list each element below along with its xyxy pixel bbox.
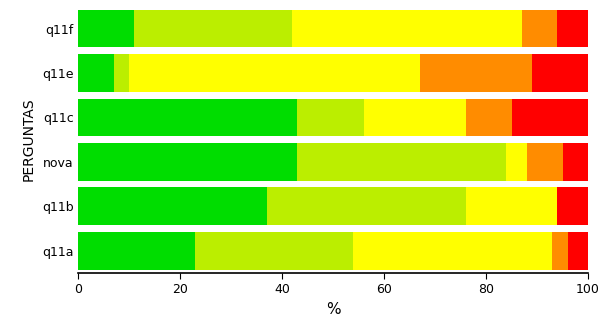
Bar [78,54,114,92]
Bar [114,54,129,92]
Bar [78,232,196,270]
Bar [78,99,298,136]
Bar [557,187,588,225]
Bar [134,10,292,48]
Bar [506,143,527,181]
Bar [78,10,134,48]
Bar [466,99,511,136]
Bar [466,187,557,225]
Bar [78,143,298,181]
Bar [292,10,522,48]
Bar [512,99,588,136]
Bar [267,187,466,225]
Bar [563,143,588,181]
Bar [557,10,588,48]
Bar [553,232,568,270]
Bar [420,54,532,92]
X-axis label: %: % [326,302,340,317]
Bar [78,187,267,225]
Bar [532,54,588,92]
Y-axis label: PERGUNTAS: PERGUNTAS [21,98,35,181]
Bar [364,99,466,136]
Bar [129,54,420,92]
Bar [353,232,553,270]
Bar [298,99,364,136]
Bar [196,232,353,270]
Bar [522,10,557,48]
Bar [527,143,563,181]
Bar [568,232,588,270]
Bar [298,143,506,181]
